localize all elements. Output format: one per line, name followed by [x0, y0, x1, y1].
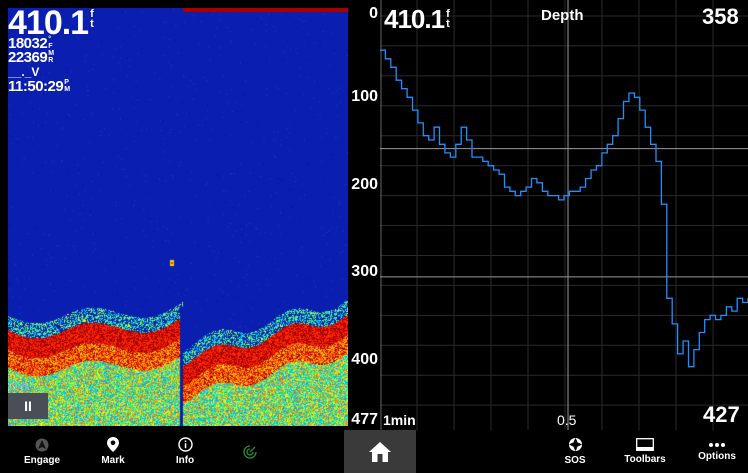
lifebuoy-icon — [568, 438, 582, 451]
radar-button[interactable] — [238, 430, 262, 473]
sonar-stat-2: 22369 M R — [8, 49, 54, 66]
sonar-voltage: __._V — [8, 65, 40, 79]
graph-depth-value: 410.1 — [384, 4, 445, 34]
scale-label: 400 — [351, 351, 378, 368]
info-button[interactable]: Info — [167, 430, 203, 473]
autopilot-icon — [35, 438, 49, 451]
home-icon — [369, 441, 391, 462]
depth-graph[interactable] — [380, 0, 748, 430]
info-icon — [177, 437, 193, 452]
scale-label: 100 — [351, 88, 378, 105]
graph-title: Depth — [541, 7, 584, 24]
radar-icon — [243, 444, 257, 459]
graph-time-left: 1min — [383, 412, 416, 428]
engage-button[interactable]: Engage — [22, 430, 62, 473]
pause-button[interactable]: II — [8, 393, 48, 419]
scale-label: 0 — [369, 5, 378, 22]
sos-button[interactable]: SOS — [558, 430, 592, 473]
scale-label: 477 — [351, 411, 378, 428]
graph-grid — [380, 0, 748, 430]
graph-top-right-value: 358 — [702, 4, 739, 29]
chirp-label: Chirp — [8, 381, 30, 391]
options-button[interactable]: Options — [696, 430, 738, 473]
graph-depth-readout: 410.1 f t — [384, 4, 450, 34]
sonar-view[interactable] — [8, 8, 348, 426]
sonar-time: 11:50:29 P M — [8, 78, 70, 95]
depth-series-line — [380, 49, 748, 368]
more-dots-icon — [709, 442, 725, 447]
location-pin-icon — [107, 437, 119, 452]
sonar-depth-value: 410.1 — [8, 4, 89, 42]
scale-label: 300 — [351, 263, 378, 280]
left-border — [0, 0, 8, 430]
sonar-depth-readout: 410.1 f t — [8, 6, 94, 40]
sonar-stat-1: 18032 ° F — [8, 35, 52, 52]
depth-scale: 0 100 200 300 400 477 — [344, 0, 380, 430]
toolbars-icon — [636, 438, 654, 451]
mark-button[interactable]: Mark — [95, 430, 131, 473]
graph-time-mid: 0.5 — [557, 412, 577, 428]
scale-label: 200 — [351, 176, 378, 193]
home-button[interactable] — [344, 430, 416, 473]
graph-bottom-right-value: 427 — [703, 402, 740, 427]
toolbars-button[interactable]: Toolbars — [620, 430, 670, 473]
